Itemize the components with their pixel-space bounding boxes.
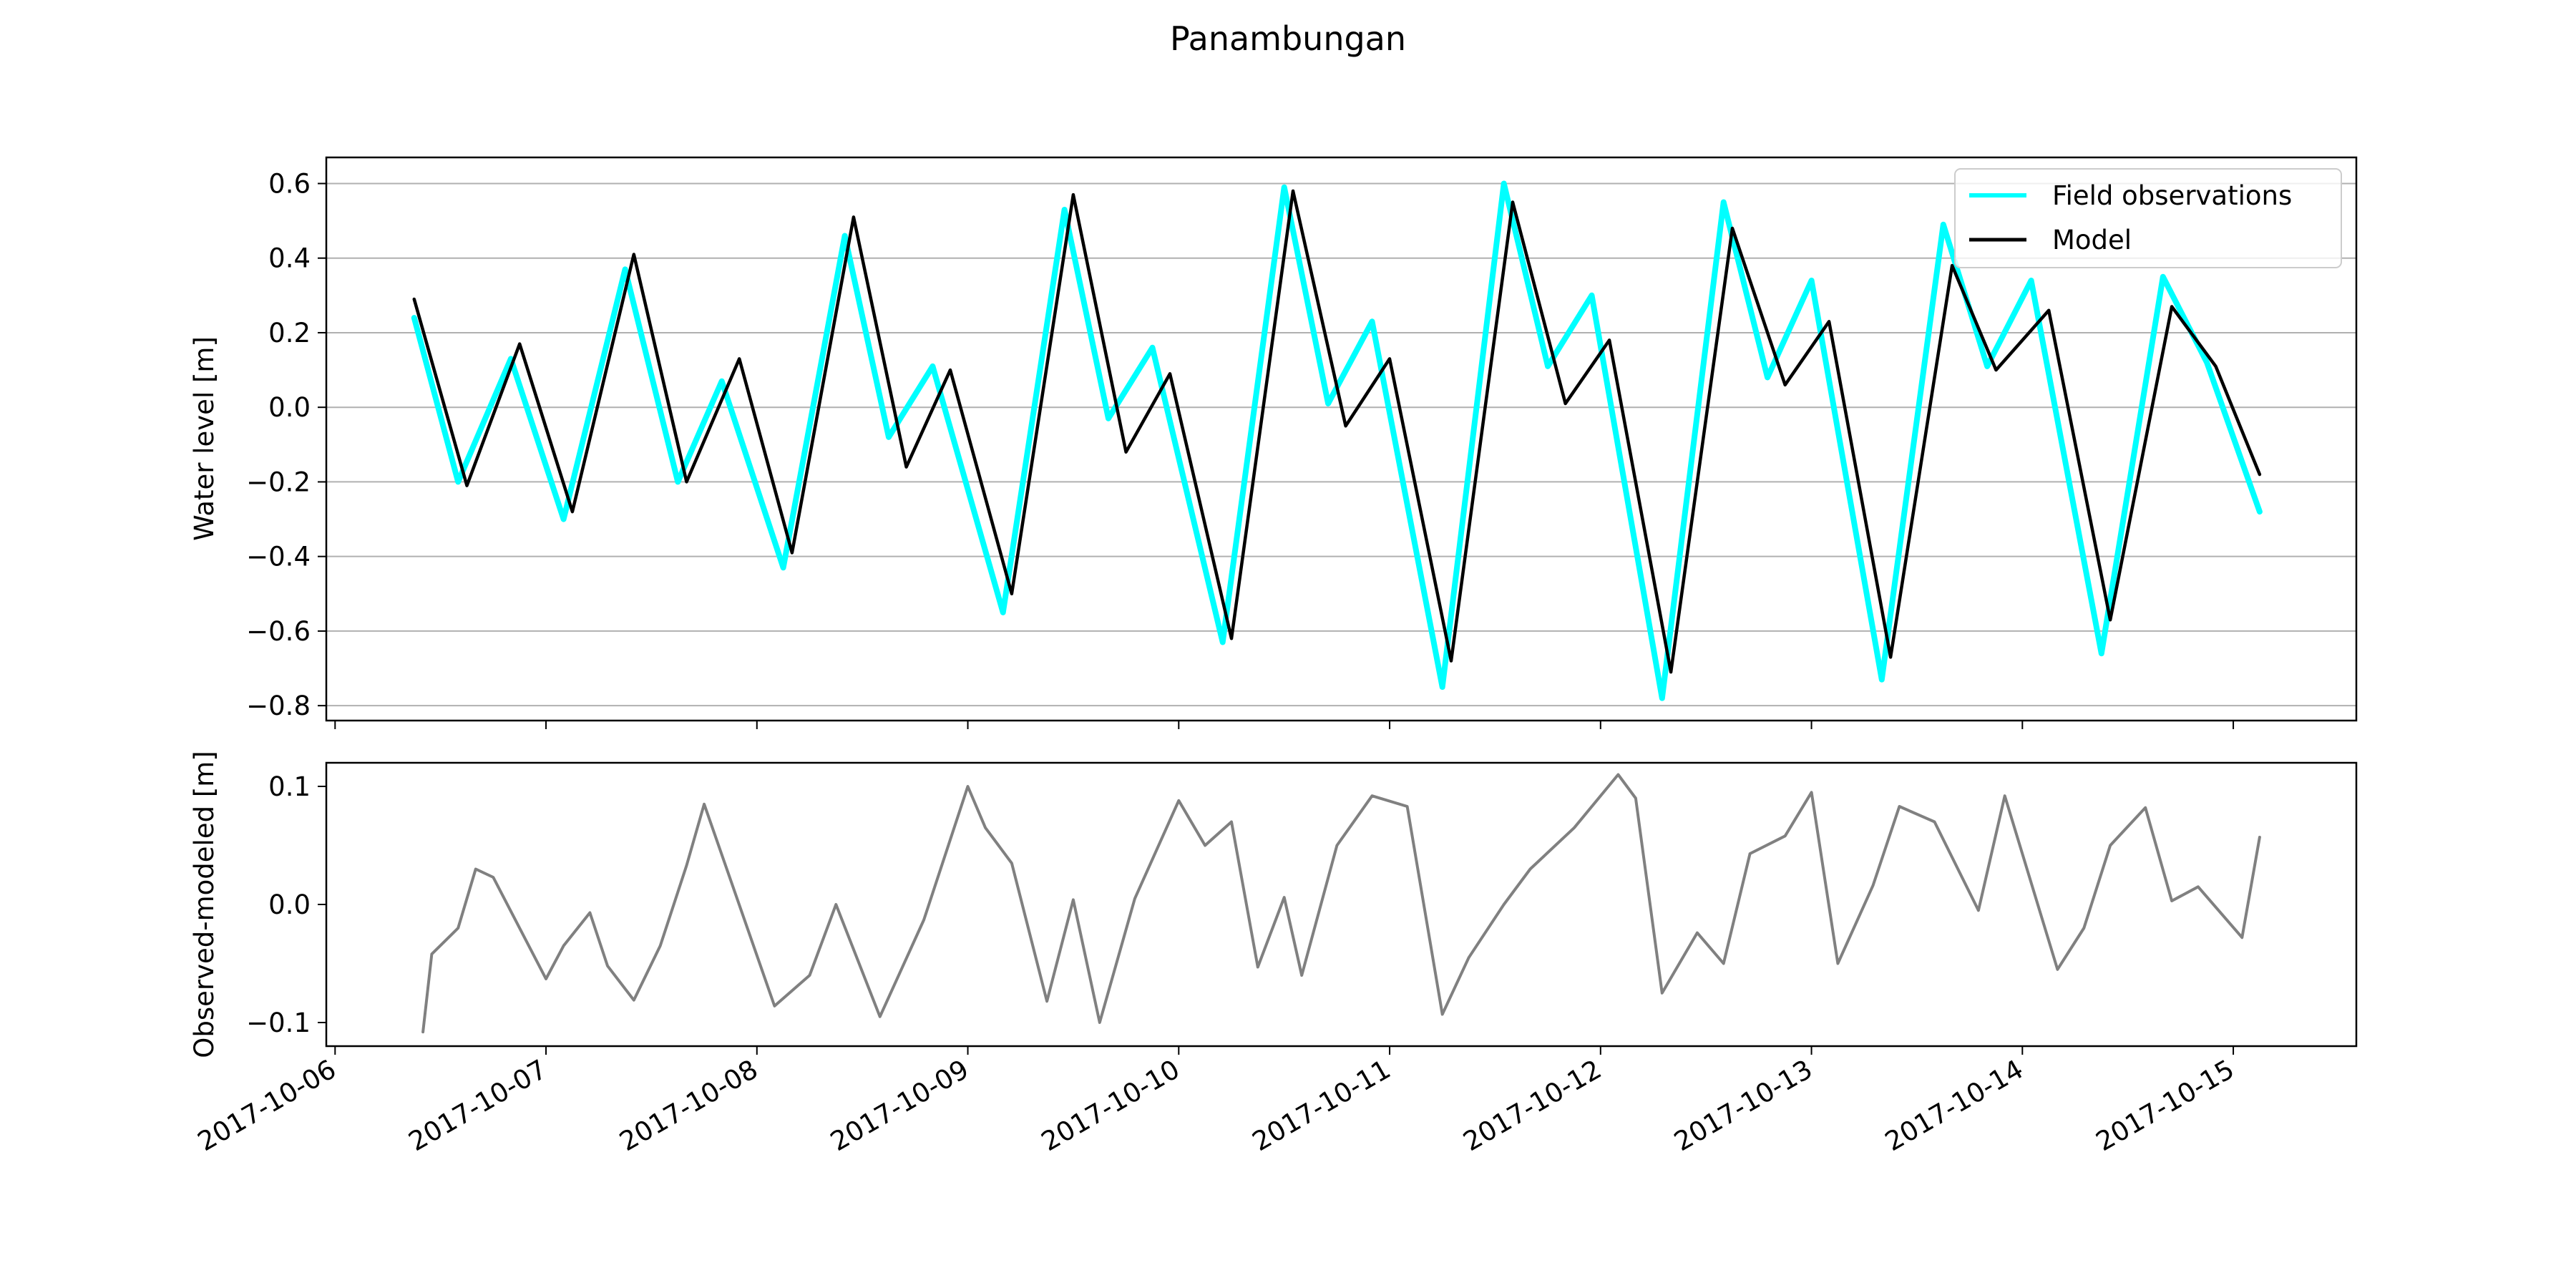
residual-series — [421, 773, 2261, 1034]
residual-line — [421, 773, 2261, 1034]
water-level-series — [411, 180, 2263, 701]
legend: Field observations Model — [1954, 168, 2342, 268]
legend-box — [1954, 168, 2342, 268]
water-level-y-tick-label: 0.6 — [268, 168, 311, 199]
figure-title: Panambungan — [1170, 19, 1406, 58]
water-level-y-tick-label: 0.0 — [268, 392, 311, 423]
legend-field-observations-label: Field observations — [2052, 180, 2292, 211]
water-level-panel: −0.8 −0.6 −0.4 −0.2 0.0 0.2 0.4 0.6 Water level… — [189, 156, 2358, 729]
field-observations-line — [411, 180, 2263, 701]
water-level-x-ticks — [334, 721, 2235, 729]
residual-y-ticks: −0.1 0.0 0.1 — [246, 771, 326, 1038]
water-level-y-tick-label: −0.8 — [246, 691, 311, 721]
water-level-y-tick-label: −0.6 — [246, 616, 311, 647]
water-level-y-tick-label: 0.4 — [268, 243, 311, 274]
water-level-frame — [325, 156, 2358, 722]
residual-y-tick-label: 0.1 — [268, 771, 311, 802]
water-level-y-tick-label: −0.4 — [246, 542, 311, 572]
residual-y-axis-label: Observed-modeled [m] — [189, 751, 220, 1058]
water-level-y-tick-label: −0.2 — [246, 467, 311, 497]
water-level-y-tick-label: 0.2 — [268, 318, 311, 348]
residual-y-tick-label: −0.1 — [246, 1008, 311, 1038]
water-level-y-ticks: −0.8 −0.6 −0.4 −0.2 0.0 0.2 0.4 0.6 — [246, 168, 326, 721]
water-level-y-axis-label: Water level [m] — [189, 336, 220, 541]
residual-y-tick-label: 0.0 — [268, 889, 311, 920]
model-line — [412, 189, 2262, 674]
legend-model-label: Model — [2052, 225, 2132, 255]
